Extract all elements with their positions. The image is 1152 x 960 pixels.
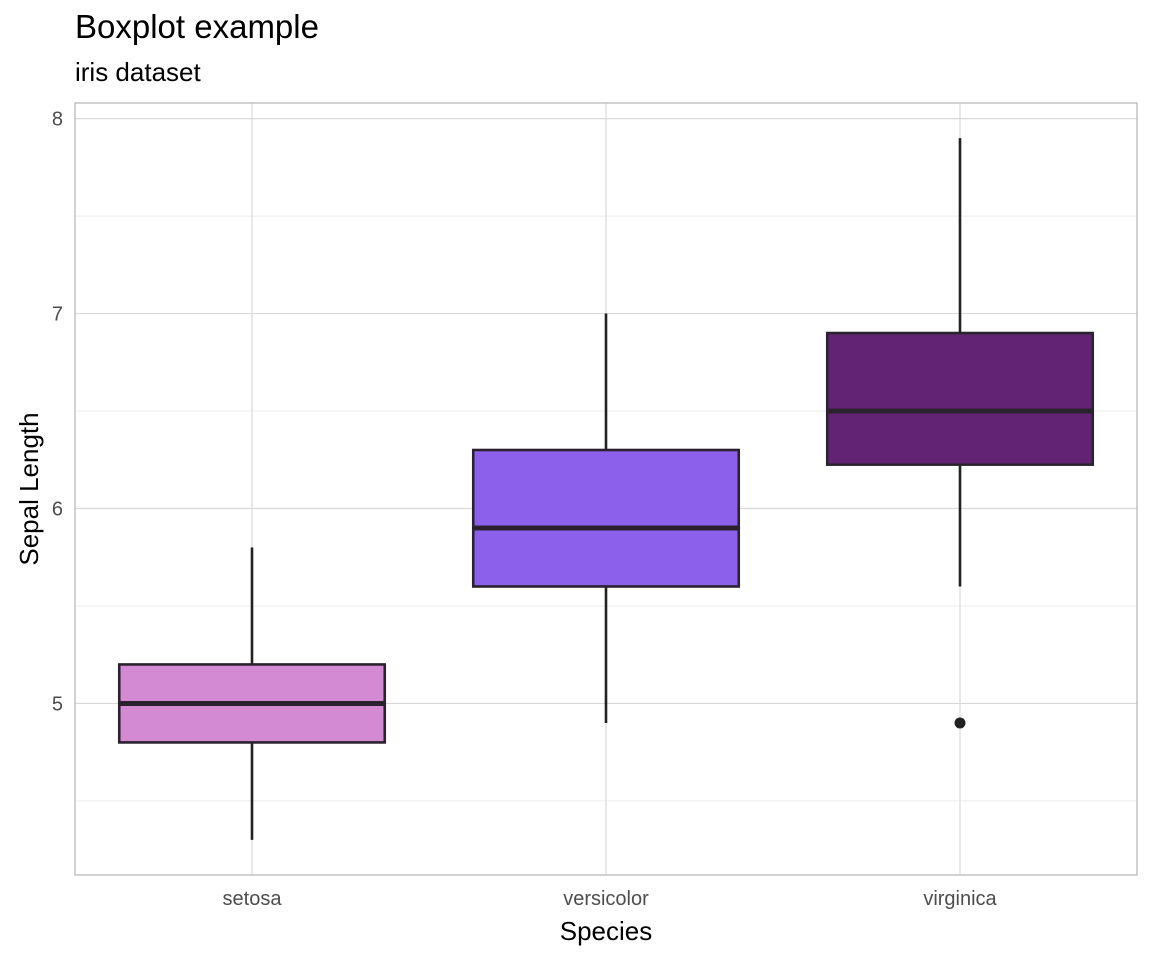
box-iqr (825, 331, 1095, 466)
y-tick-label: 5 (52, 693, 63, 715)
box-series (117, 138, 1095, 840)
x-axis-title: Species (560, 916, 653, 946)
x-tick-label: setosa (223, 888, 283, 910)
box-versicolor (471, 313, 741, 723)
x-tick-label: versicolor (563, 888, 649, 910)
y-tick-labels: 5 6 7 8 (52, 109, 63, 716)
x-tick-labels: setosa versicolor virginica (223, 888, 998, 910)
chart-subtitle: iris dataset (75, 57, 201, 87)
x-tick-label: virginica (923, 888, 997, 910)
box-iqr (471, 448, 741, 588)
y-tick-label: 7 (52, 304, 63, 326)
outlier-point (954, 717, 966, 729)
box-setosa (117, 547, 387, 840)
box-virginica (825, 138, 1095, 729)
y-tick-label: 6 (52, 498, 63, 520)
y-axis-title: Sepal Length (14, 412, 44, 565)
chart-title: Boxplot example (75, 8, 319, 45)
y-tick-label: 8 (52, 109, 63, 131)
panel-border (74, 102, 1138, 876)
